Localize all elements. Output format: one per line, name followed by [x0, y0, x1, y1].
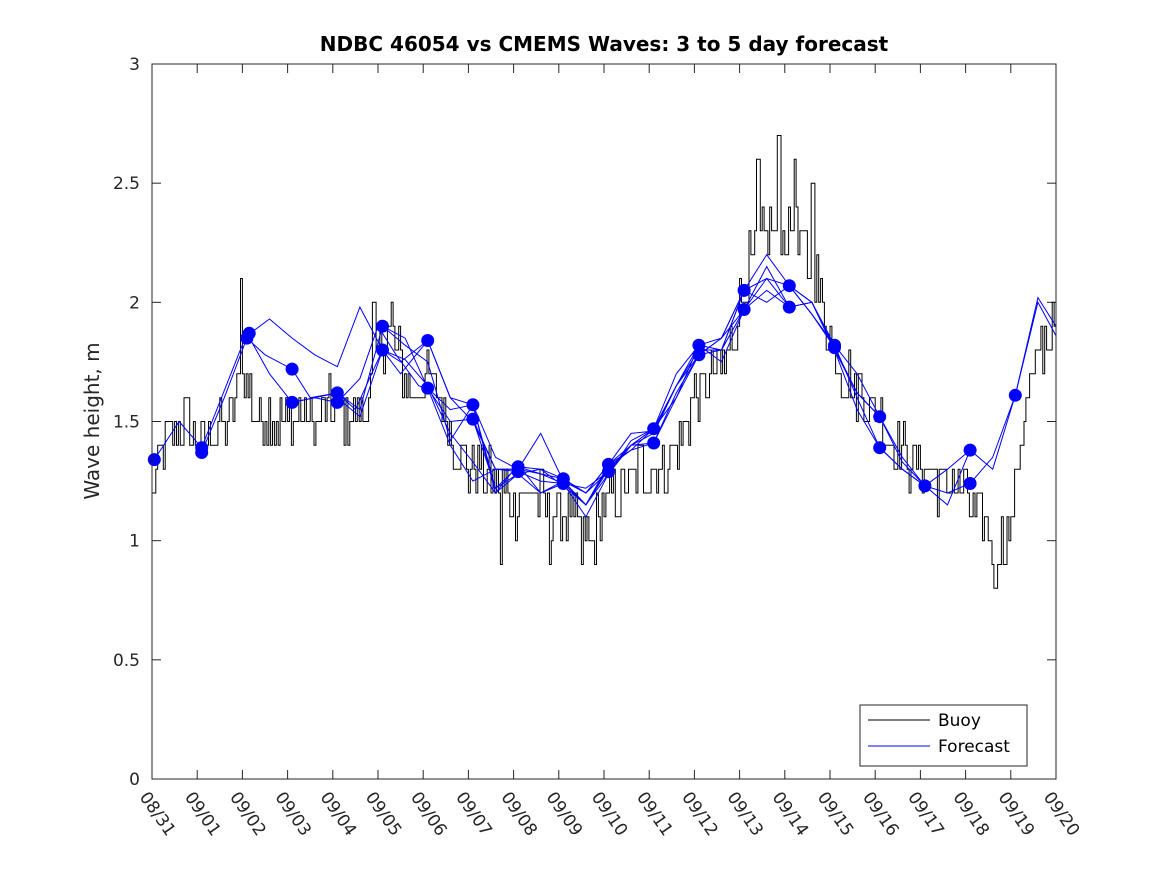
forecast-point — [242, 326, 256, 340]
legend-buoy-label: Buoy — [938, 711, 981, 731]
forecast-point — [647, 436, 661, 450]
forecast-point — [963, 443, 977, 457]
forecast-point — [782, 279, 796, 293]
forecast-point — [692, 348, 706, 362]
buoy-line — [152, 135, 1057, 589]
forecast-point — [873, 441, 887, 455]
forecast-point — [421, 381, 435, 395]
forecast-point — [511, 465, 525, 479]
legend-forecast-label: Forecast — [938, 737, 1010, 757]
y-tick-label: 2 — [129, 293, 140, 313]
forecast-point — [421, 334, 435, 347]
y-tick-label: 0.5 — [113, 651, 140, 671]
y-tick-label: 3 — [129, 55, 140, 75]
forecast-point — [376, 319, 389, 333]
forecast-point — [466, 398, 480, 412]
legend: Buoy Forecast — [859, 704, 1028, 767]
forecast-point — [828, 341, 841, 355]
forecast-line-1 — [153, 325, 514, 482]
forecast-line-2 — [201, 337, 609, 489]
axes-box — [151, 63, 1057, 780]
y-tick-label: 1.5 — [113, 413, 140, 433]
y-tick-label: 1 — [129, 532, 140, 552]
forecast-point — [782, 300, 796, 314]
forecast-line-10 — [562, 265, 971, 506]
y-tick-label: 0 — [129, 770, 140, 790]
forecast-point — [285, 395, 299, 409]
forecast-point — [195, 441, 209, 455]
forecast-point — [918, 479, 932, 493]
forecast-point — [647, 422, 661, 436]
legend-box — [859, 704, 1028, 767]
forecast-point — [147, 453, 161, 467]
forecast-point — [330, 395, 344, 409]
chart-title: NDBC 46054 vs CMEMS Waves: 3 to 5 day fo… — [320, 32, 889, 56]
y-tick-label: 2.5 — [113, 174, 140, 194]
forecast-point — [963, 477, 977, 490]
forecast-point — [466, 412, 480, 426]
forecast-point — [602, 465, 615, 479]
forecast-point — [873, 410, 887, 424]
forecast-point — [376, 343, 389, 357]
forecast-point — [692, 338, 706, 352]
y-axis-label: Wave height, m — [80, 342, 104, 499]
forecast-point — [737, 283, 751, 297]
forecast-point — [737, 303, 751, 316]
forecast-point — [1008, 388, 1022, 402]
forecast-point — [330, 386, 344, 400]
forecast-point — [285, 362, 299, 376]
forecast-point — [556, 477, 570, 490]
